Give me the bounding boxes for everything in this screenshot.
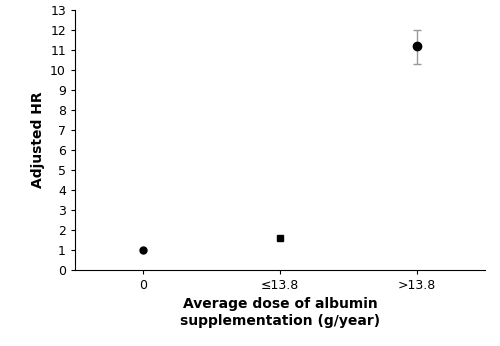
- X-axis label: Average dose of albumin
supplementation (g/year): Average dose of albumin supplementation …: [180, 298, 380, 328]
- Y-axis label: Adjusted HR: Adjusted HR: [30, 92, 44, 189]
